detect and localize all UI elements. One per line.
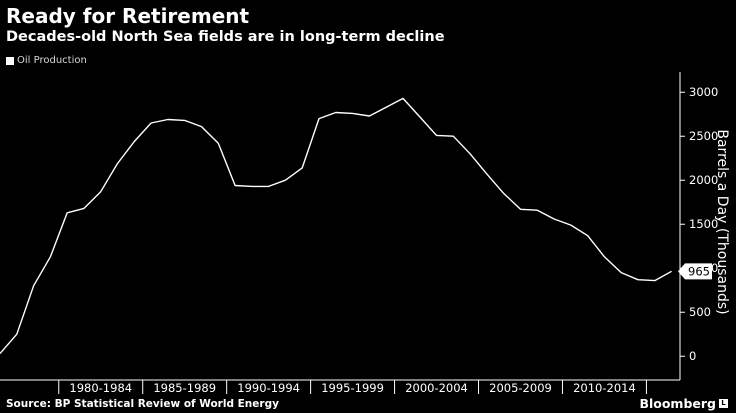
legend-swatch	[6, 56, 14, 65]
y-tick-label: 500	[689, 305, 711, 319]
x-tick-label: 2010-2014	[573, 381, 636, 395]
series-line-oil-production	[0, 97, 672, 355]
source-note: Source: BP Statistical Review of World E…	[6, 398, 279, 410]
x-tick-label: 1995-1999	[321, 381, 384, 395]
y-tick-label: 2500	[689, 129, 718, 143]
y-tick-label: 3000	[689, 85, 718, 99]
legend-label: Oil Production	[17, 55, 87, 66]
brand-mark-icon: L	[719, 399, 728, 408]
y-tick-label: 2000	[689, 173, 718, 187]
end-value-callout	[678, 263, 712, 280]
legend: Oil Production	[6, 55, 87, 66]
chart-title: Ready for Retirement	[6, 4, 250, 28]
chart-subtitle: Decades-old North Sea fields are in long…	[6, 29, 445, 45]
y-tick-label: 1500	[689, 217, 718, 231]
y-axis-title: Barrels a Day (Thousands)	[714, 129, 730, 314]
y-tick-label: 0	[689, 349, 696, 363]
brand-logo: Bloomberg	[639, 396, 716, 411]
x-tick-label: 1990-1994	[237, 381, 300, 395]
x-tick-label: 2005-2009	[489, 381, 552, 395]
x-tick-label: 1980-1984	[69, 381, 132, 395]
x-tick-label: 1985-1989	[153, 381, 216, 395]
end-value-label: 965	[688, 264, 710, 278]
x-tick-label: 2000-2004	[405, 381, 468, 395]
